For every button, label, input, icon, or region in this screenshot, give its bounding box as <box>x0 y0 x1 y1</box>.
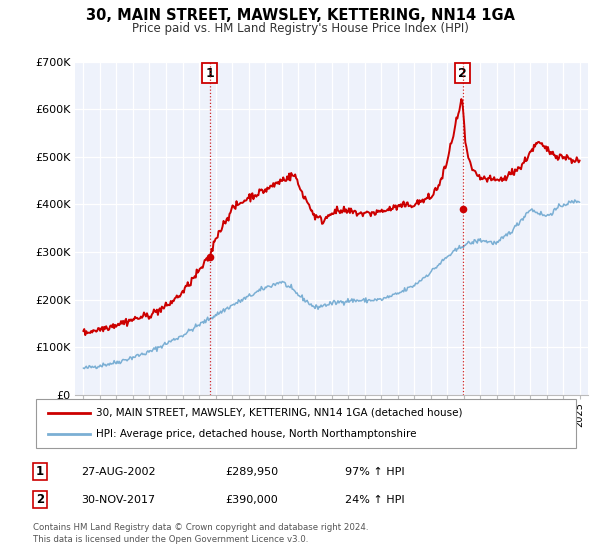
Text: HPI: Average price, detached house, North Northamptonshire: HPI: Average price, detached house, Nort… <box>96 429 416 439</box>
Text: 97% ↑ HPI: 97% ↑ HPI <box>345 466 404 477</box>
Text: 24% ↑ HPI: 24% ↑ HPI <box>345 494 404 505</box>
Text: Contains HM Land Registry data © Crown copyright and database right 2024.: Contains HM Land Registry data © Crown c… <box>33 523 368 532</box>
Text: 2: 2 <box>458 67 467 80</box>
Text: 30, MAIN STREET, MAWSLEY, KETTERING, NN14 1GA: 30, MAIN STREET, MAWSLEY, KETTERING, NN1… <box>86 8 515 24</box>
Text: £289,950: £289,950 <box>225 466 278 477</box>
Text: 27-AUG-2002: 27-AUG-2002 <box>81 466 155 477</box>
Text: 2: 2 <box>35 493 44 506</box>
Text: Price paid vs. HM Land Registry's House Price Index (HPI): Price paid vs. HM Land Registry's House … <box>131 22 469 35</box>
Text: 1: 1 <box>205 67 214 80</box>
Text: 1: 1 <box>35 465 44 478</box>
Text: £390,000: £390,000 <box>225 494 278 505</box>
Text: This data is licensed under the Open Government Licence v3.0.: This data is licensed under the Open Gov… <box>33 535 308 544</box>
Text: 30, MAIN STREET, MAWSLEY, KETTERING, NN14 1GA (detached house): 30, MAIN STREET, MAWSLEY, KETTERING, NN1… <box>96 408 463 418</box>
Text: 30-NOV-2017: 30-NOV-2017 <box>81 494 155 505</box>
